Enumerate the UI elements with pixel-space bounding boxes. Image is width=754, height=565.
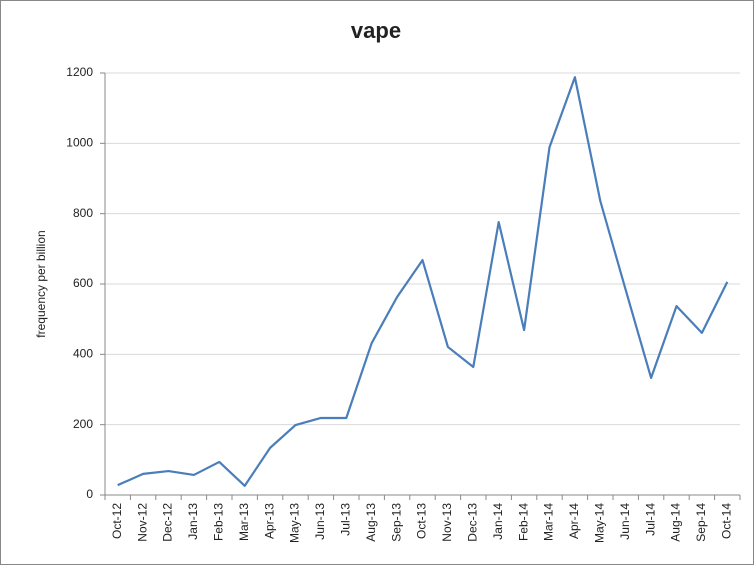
x-tick-label: Mar-14: [542, 503, 556, 541]
x-tick-label: Oct-14: [719, 503, 733, 539]
x-tick-label: May-14: [592, 503, 606, 543]
x-tick-label: Nov-12: [135, 503, 149, 542]
x-tick-label: Apr-14: [567, 503, 581, 539]
y-tick-label: 200: [73, 417, 93, 431]
y-tick-label: 400: [73, 347, 93, 361]
x-tick-label: Jan-13: [186, 503, 200, 540]
x-tick-label: Jan-14: [491, 503, 505, 540]
y-tick-label: 1000: [66, 136, 93, 150]
x-tick-label: Dec-12: [161, 503, 175, 542]
y-tick-label: 1200: [66, 65, 93, 79]
x-tick-label: Sep-14: [694, 503, 708, 542]
y-tick-label: 800: [73, 206, 93, 220]
x-tick-label: Feb-13: [211, 503, 225, 541]
y-tick-label: 0: [86, 487, 93, 501]
x-tick-label: May-13: [288, 503, 302, 543]
x-tick-label: Dec-13: [465, 503, 479, 542]
x-tick-label: Jun-13: [313, 503, 327, 540]
x-tick-label: Oct-13: [415, 503, 429, 539]
x-tick-label: Sep-13: [389, 503, 403, 542]
y-axis-label: frequency per billion: [34, 230, 48, 337]
x-tick-label: Feb-14: [516, 503, 530, 541]
x-tick-label: Jul-14: [643, 503, 657, 536]
x-tick-label: Jul-13: [338, 503, 352, 536]
x-tick-label: Aug-14: [669, 503, 683, 542]
x-tick-label: Oct-12: [110, 503, 124, 539]
x-tick-label: Jun-14: [618, 503, 632, 540]
y-tick-label: 600: [73, 276, 93, 290]
chart-title: vape: [351, 18, 401, 43]
data-line: [117, 76, 729, 487]
x-tick-label: Apr-13: [262, 503, 276, 539]
x-tick-label: Mar-13: [237, 503, 251, 541]
x-tick-label: Aug-13: [364, 503, 378, 542]
x-tick-label: Nov-13: [440, 503, 454, 542]
